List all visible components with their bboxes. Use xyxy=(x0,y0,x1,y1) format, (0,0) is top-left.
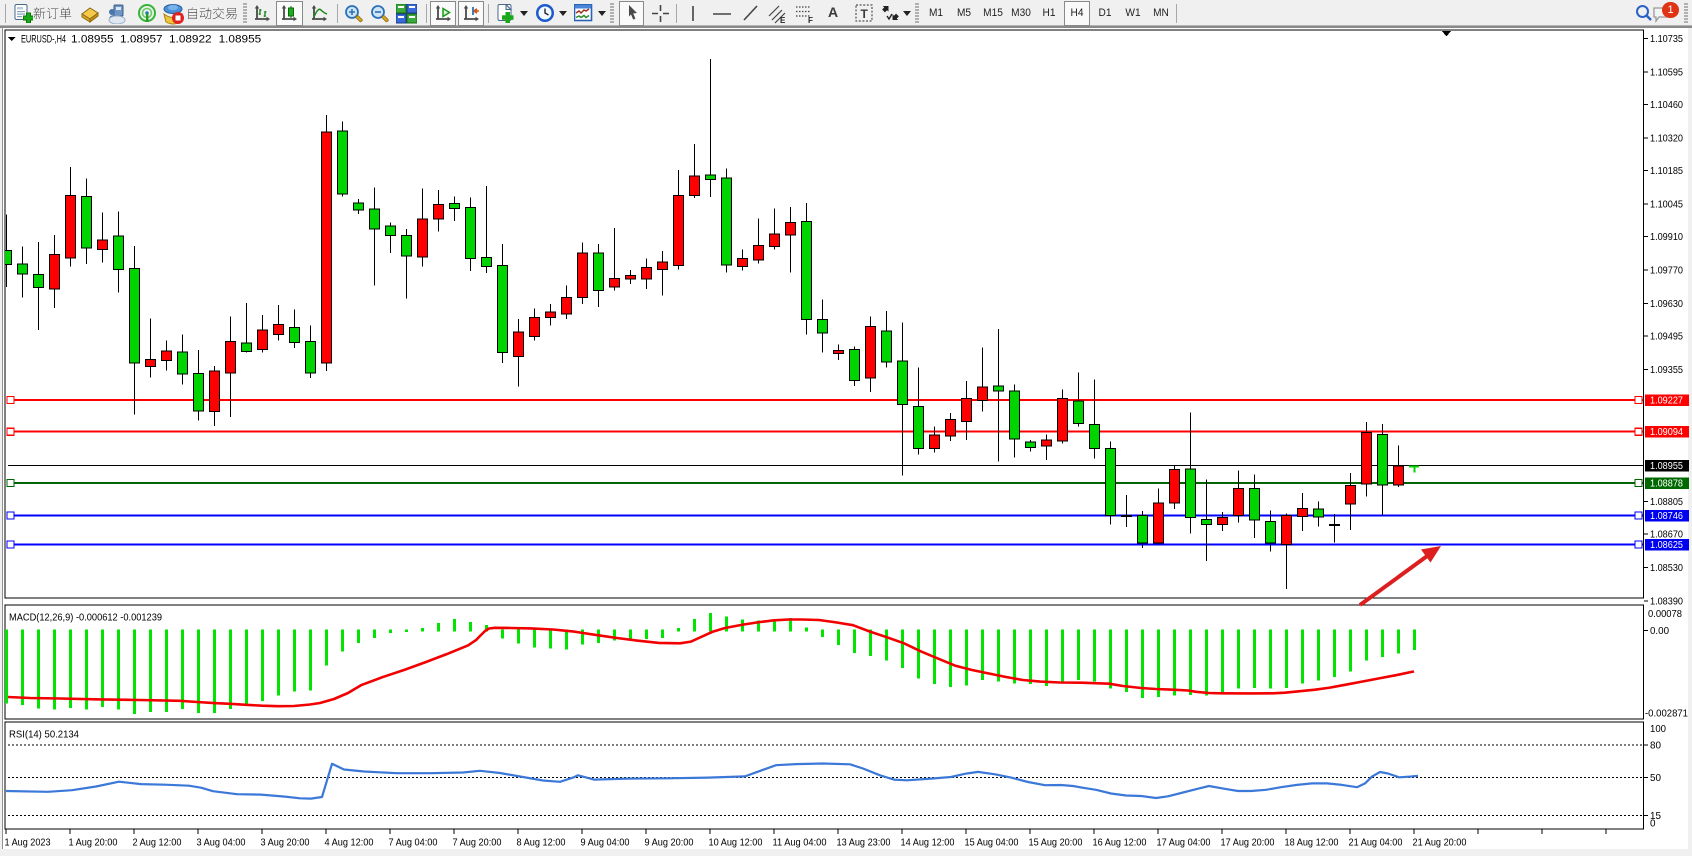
svg-text:18 Aug 12:00: 18 Aug 12:00 xyxy=(1285,837,1339,849)
svg-text:2 Aug 12:00: 2 Aug 12:00 xyxy=(133,837,182,849)
svg-text:1.08805: 1.08805 xyxy=(1650,496,1683,508)
svg-text:1.10185: 1.10185 xyxy=(1650,165,1683,177)
svg-text:1.08955: 1.08955 xyxy=(219,34,262,46)
svg-text:1.08957: 1.08957 xyxy=(120,34,163,46)
svg-text:1.08530: 1.08530 xyxy=(1650,562,1683,574)
svg-text:1.09770: 1.09770 xyxy=(1650,265,1683,277)
svg-text:13 Aug 23:00: 13 Aug 23:00 xyxy=(837,837,891,849)
svg-text:21 Aug 04:00: 21 Aug 04:00 xyxy=(1349,837,1403,849)
svg-text:1.08955: 1.08955 xyxy=(1650,460,1683,472)
svg-text:1.08922: 1.08922 xyxy=(169,34,212,46)
svg-text:1 Aug 20:00: 1 Aug 20:00 xyxy=(69,837,118,849)
svg-text:1.10735: 1.10735 xyxy=(1650,33,1683,45)
svg-text:7 Aug 04:00: 7 Aug 04:00 xyxy=(389,837,438,849)
svg-text:7 Aug 20:00: 7 Aug 20:00 xyxy=(453,837,502,849)
svg-text:1.08746: 1.08746 xyxy=(1650,510,1683,522)
svg-text:1.09495: 1.09495 xyxy=(1650,331,1683,343)
svg-text:1.08955: 1.08955 xyxy=(71,34,114,46)
svg-text:E: E xyxy=(780,16,786,24)
svg-text:4 Aug 12:00: 4 Aug 12:00 xyxy=(325,837,374,849)
svg-text:50: 50 xyxy=(1650,772,1661,784)
svg-text:9 Aug 20:00: 9 Aug 20:00 xyxy=(645,837,694,849)
svg-text:80: 80 xyxy=(1650,740,1661,752)
svg-text:15: 15 xyxy=(1650,810,1661,822)
svg-text:17 Aug 04:00: 17 Aug 04:00 xyxy=(1157,837,1211,849)
svg-text:1.08390: 1.08390 xyxy=(1650,596,1683,608)
svg-text:RSI(14) 50.2134: RSI(14) 50.2134 xyxy=(9,729,79,741)
svg-text:F: F xyxy=(808,16,813,24)
svg-text:1.09227: 1.09227 xyxy=(1650,395,1683,407)
svg-text:1 Aug 2023: 1 Aug 2023 xyxy=(5,837,51,849)
svg-text:1.08625: 1.08625 xyxy=(1650,539,1683,551)
svg-text:EURUSD-,H4: EURUSD-,H4 xyxy=(21,34,66,46)
svg-text:1.10595: 1.10595 xyxy=(1650,67,1683,79)
svg-text:-0.002871: -0.002871 xyxy=(1645,708,1688,720)
svg-text:1.09094: 1.09094 xyxy=(1650,426,1683,438)
svg-text:1.08878: 1.08878 xyxy=(1650,478,1683,490)
svg-text:100: 100 xyxy=(1650,723,1666,735)
svg-text:3 Aug 04:00: 3 Aug 04:00 xyxy=(197,837,246,849)
svg-text:21 Aug 20:00: 21 Aug 20:00 xyxy=(1413,837,1467,849)
svg-text:15 Aug 04:00: 15 Aug 04:00 xyxy=(965,837,1019,849)
svg-text:0.00: 0.00 xyxy=(1650,625,1669,637)
svg-text:14 Aug 12:00: 14 Aug 12:00 xyxy=(901,837,955,849)
svg-text:1.10460: 1.10460 xyxy=(1650,99,1683,111)
svg-text:16 Aug 12:00: 16 Aug 12:00 xyxy=(1093,837,1147,849)
svg-text:MACD(12,26,9) -0.000612 -0.001: MACD(12,26,9) -0.000612 -0.001239 xyxy=(9,612,162,624)
svg-text:1.09630: 1.09630 xyxy=(1650,298,1683,310)
svg-text:17 Aug 20:00: 17 Aug 20:00 xyxy=(1221,837,1275,849)
svg-text:1.09910: 1.09910 xyxy=(1650,231,1683,243)
svg-text:1.10320: 1.10320 xyxy=(1650,133,1683,145)
svg-text:10 Aug 12:00: 10 Aug 12:00 xyxy=(709,837,763,849)
svg-text:11 Aug 04:00: 11 Aug 04:00 xyxy=(773,837,827,849)
svg-text:1.08670: 1.08670 xyxy=(1650,529,1683,541)
svg-text:8 Aug 12:00: 8 Aug 12:00 xyxy=(517,837,566,849)
svg-text:T: T xyxy=(861,7,869,21)
svg-text:0: 0 xyxy=(1650,817,1656,829)
svg-text:3 Aug 20:00: 3 Aug 20:00 xyxy=(261,837,310,849)
svg-text:1.09355: 1.09355 xyxy=(1650,364,1683,376)
svg-text:0.00078: 0.00078 xyxy=(1648,608,1682,620)
svg-text:15 Aug 20:00: 15 Aug 20:00 xyxy=(1029,837,1083,849)
svg-text:1.10045: 1.10045 xyxy=(1650,199,1683,211)
svg-text:9 Aug 04:00: 9 Aug 04:00 xyxy=(581,837,630,849)
